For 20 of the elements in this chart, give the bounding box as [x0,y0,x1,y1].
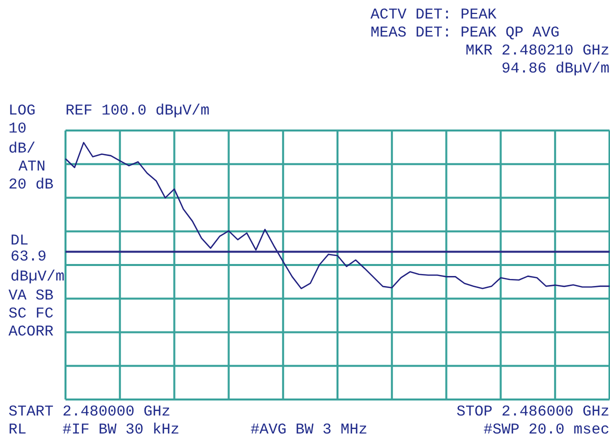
text: 94.86 dBµV/m [501,60,610,78]
text: dB/ [8,140,36,158]
text: ATN [18,158,46,176]
text: #IF BW 30 kHz [62,422,180,438]
text: MEAS DET: PEAK QP AVG [370,24,560,42]
text: ACORR [8,324,54,340]
text: REF 100.0 dBµV/m [66,102,210,120]
text: SC FC [8,306,54,322]
ref-line-label: DL 63.9 dBµV/m [10,232,65,286]
text: MKR 2.480210 GHz [465,42,610,60]
text: VA SB [8,288,54,304]
text: #AVG BW 3 MHz [250,422,368,438]
text: RL [8,422,27,438]
text: START 2.480000 GHz [8,404,171,420]
text: #SWP 20.0 msec [483,422,610,438]
text: 10 [8,120,27,138]
text: 20 dB [8,176,54,194]
text: LOG [8,102,36,120]
text: STOP 2.486000 GHz [456,404,610,420]
text: ACTV DET: PEAK [370,6,497,24]
